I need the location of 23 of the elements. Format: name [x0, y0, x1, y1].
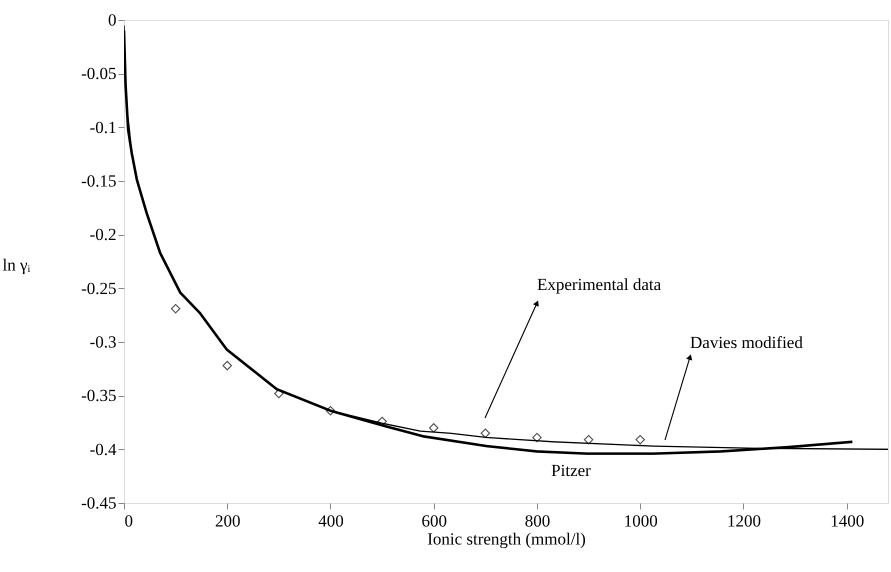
y-tick-label: -0.25 — [81, 278, 116, 298]
annotation: Davies modified — [690, 333, 804, 352]
x-axis-title: Ionic strength (mmol/l) — [427, 530, 586, 548]
x-tick-label: 1000 — [624, 512, 658, 530]
y-axis-title: ln γᵢ — [2, 256, 30, 274]
annotation: Experimental data — [537, 275, 662, 294]
x-tick-label: 400 — [318, 512, 344, 530]
y-tick-label: -0.1 — [90, 118, 116, 137]
y-tick-label: -0.15 — [81, 172, 116, 190]
y-tick-label: 0 — [108, 10, 116, 30]
y-tick-label: -0.45 — [81, 494, 116, 512]
annotation: Pitzer — [551, 461, 592, 480]
x-tick-label: 1400 — [830, 512, 864, 530]
x-tick-label: 0 — [124, 512, 133, 530]
x-tick-label: 1200 — [726, 512, 761, 530]
y-tick-label: -0.3 — [90, 332, 116, 352]
y-tick-label: -0.05 — [81, 64, 116, 84]
x-tick-label: 200 — [214, 512, 240, 530]
x-tick-label: 600 — [421, 512, 447, 530]
y-tick-label: -0.2 — [90, 225, 116, 244]
y-tick-label: -0.4 — [90, 440, 117, 459]
x-tick-label: 800 — [524, 512, 550, 530]
y-tick-label: -0.35 — [81, 386, 116, 406]
